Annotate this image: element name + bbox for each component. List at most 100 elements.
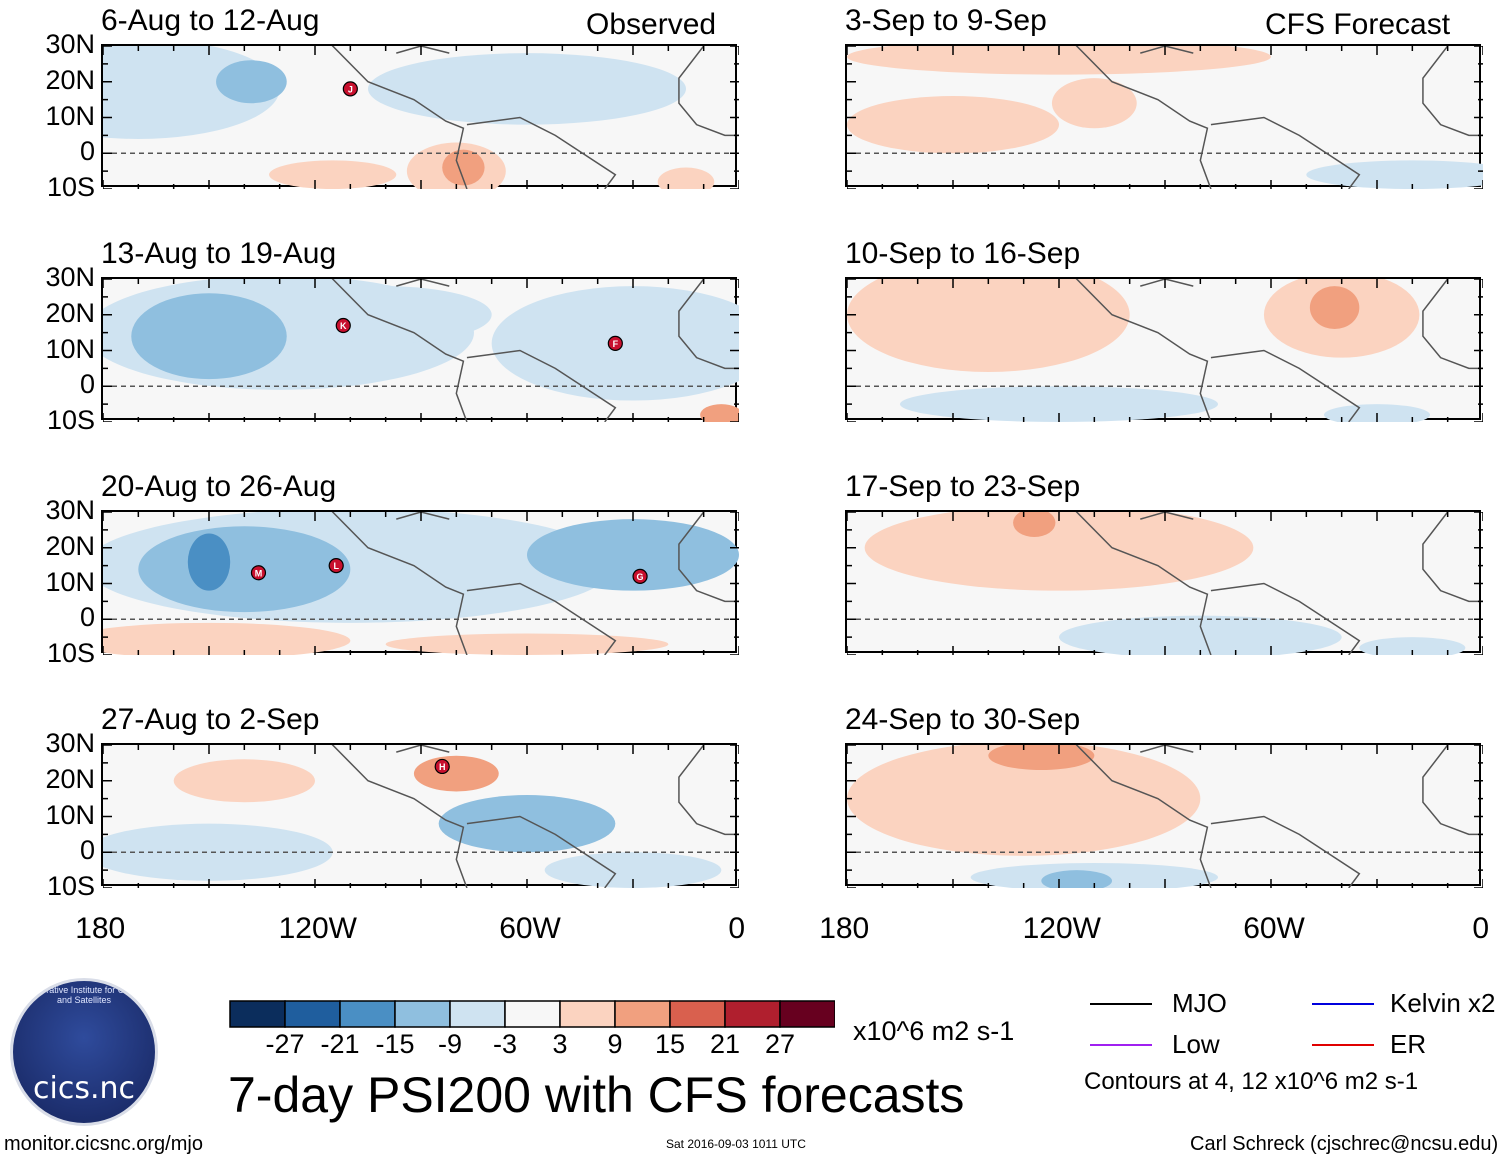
coastline xyxy=(1422,512,1483,603)
colorbar-swatch xyxy=(394,1000,451,1028)
coastline xyxy=(1075,279,1212,422)
coastline xyxy=(331,745,468,888)
main-title: 7-day PSI200 with CFS forecasts xyxy=(228,1067,965,1123)
y-tick-label: 30N xyxy=(45,728,95,758)
colorbar-swatch xyxy=(559,1000,616,1028)
panel-plot xyxy=(845,44,1483,189)
anomaly-shading xyxy=(442,149,485,186)
anomaly-shading xyxy=(1309,286,1360,330)
anomaly-shading xyxy=(700,404,739,422)
coastline xyxy=(1210,116,1361,189)
x-tick-label: 120W xyxy=(1022,912,1101,945)
colorbar xyxy=(229,1000,835,1028)
panel-title: 3-Sep to 9-Sep xyxy=(845,4,1047,37)
panel-plot: H xyxy=(101,743,739,888)
x-tick-label: 180 xyxy=(75,912,126,945)
y-tick-label: 30N xyxy=(45,495,95,525)
anomaly-shading xyxy=(1059,615,1342,655)
y-tick-label: 20N xyxy=(45,763,95,794)
anomaly-shading xyxy=(1013,512,1056,538)
storm-marker: K xyxy=(335,317,351,334)
storm-symbol xyxy=(328,558,344,574)
panel-title: 10-Sep to 16-Sep xyxy=(845,237,1081,270)
cics-nc-logo: Cooperative Institute for Climate and Sa… xyxy=(10,978,158,1126)
colorbar-tick-label: 15 xyxy=(654,1029,686,1059)
logo-text: cics.nc xyxy=(33,1071,135,1106)
storm-letter: L xyxy=(333,561,339,571)
colorbar-swatch xyxy=(779,1000,835,1028)
coastline xyxy=(678,512,739,603)
colorbar-tick-label: 21 xyxy=(709,1029,741,1059)
coastline xyxy=(678,279,739,370)
anomaly-shading xyxy=(269,160,397,189)
y-tick-label: 10S xyxy=(46,405,95,435)
legend-low-line xyxy=(1090,1044,1152,1046)
coastline xyxy=(1210,582,1361,655)
anomaly-shading xyxy=(988,745,1095,771)
storm-symbol xyxy=(335,317,351,334)
panel-svg xyxy=(847,46,1483,189)
storm-letter: F xyxy=(613,339,619,349)
anomaly-shading xyxy=(413,755,499,792)
anomaly-shading xyxy=(173,759,315,803)
y-tick-label: 10S xyxy=(46,172,95,202)
coastline xyxy=(1422,46,1483,137)
y-tick-label: 0 xyxy=(79,835,95,866)
colorbar-tick-label: -27 xyxy=(265,1029,305,1059)
y-tick-label: 10N xyxy=(45,566,95,597)
forecast-label: CFS Forecast xyxy=(1265,8,1451,41)
observed-label: Observed xyxy=(586,8,717,41)
colorbar-tick-label: 9 xyxy=(607,1029,623,1059)
y-tick-label: 0 xyxy=(79,136,95,167)
colorbar-swatch xyxy=(614,1000,671,1028)
y-tick-label: 20N xyxy=(45,64,95,95)
coastline xyxy=(466,815,617,888)
coastline xyxy=(396,512,450,520)
storm-symbol xyxy=(607,335,623,351)
coastline xyxy=(396,279,450,287)
panel-title: 6-Aug to 12-Aug xyxy=(101,4,320,37)
x-tick-label: 120W xyxy=(278,912,357,945)
y-tick-label: 20N xyxy=(45,530,95,561)
storm-marker: F xyxy=(607,335,623,351)
panel-plot: M L G xyxy=(101,510,739,655)
panel-svg xyxy=(847,279,1483,422)
storm-marker: L xyxy=(328,558,344,574)
colorbar-tick-label: 3 xyxy=(552,1029,568,1059)
contour-note: Contours at 4, 12 x10^6 m2 s-1 xyxy=(1084,1068,1419,1095)
legend-mjo-label: MJO xyxy=(1172,988,1227,1018)
coastline xyxy=(678,46,739,137)
panel-plot xyxy=(845,277,1483,422)
legend-mjo-line xyxy=(1090,1003,1152,1005)
anomaly-shading xyxy=(368,53,686,125)
anomaly-shading xyxy=(1306,160,1483,189)
storm-marker: M xyxy=(250,565,267,581)
coastline xyxy=(331,46,468,189)
storm-letter: M xyxy=(255,568,263,578)
anomaly-shading xyxy=(216,60,287,104)
coastline xyxy=(1140,46,1194,54)
anomaly-shading xyxy=(847,745,1201,856)
colorbar-tick-label: -21 xyxy=(320,1029,360,1059)
colorbar-tick-label: -3 xyxy=(492,1029,517,1059)
colorbar-swatch xyxy=(724,1000,781,1028)
panel-title: 17-Sep to 23-Sep xyxy=(845,470,1081,503)
coastline xyxy=(331,279,468,422)
storm-letter: H xyxy=(439,762,446,772)
panel-svg: M L G xyxy=(103,512,739,655)
anomaly-shading xyxy=(131,293,287,380)
coastline xyxy=(331,512,468,655)
coastline xyxy=(466,116,617,189)
coastline xyxy=(1210,815,1361,888)
panel-svg: H xyxy=(103,745,739,888)
coastline xyxy=(1075,745,1212,888)
legend-er-label: ER xyxy=(1390,1029,1427,1059)
y-tick-label: 0 xyxy=(79,369,95,400)
storm-letter: K xyxy=(340,321,347,331)
legend-kelvin-line xyxy=(1312,1003,1374,1005)
logo-arc-text: Cooperative Institute for Climate and Sa… xyxy=(19,985,149,1005)
panel-plot: J xyxy=(101,44,739,189)
colorbar-swatch xyxy=(284,1000,341,1028)
colorbar-swatch xyxy=(339,1000,396,1028)
coastline xyxy=(1422,745,1483,836)
